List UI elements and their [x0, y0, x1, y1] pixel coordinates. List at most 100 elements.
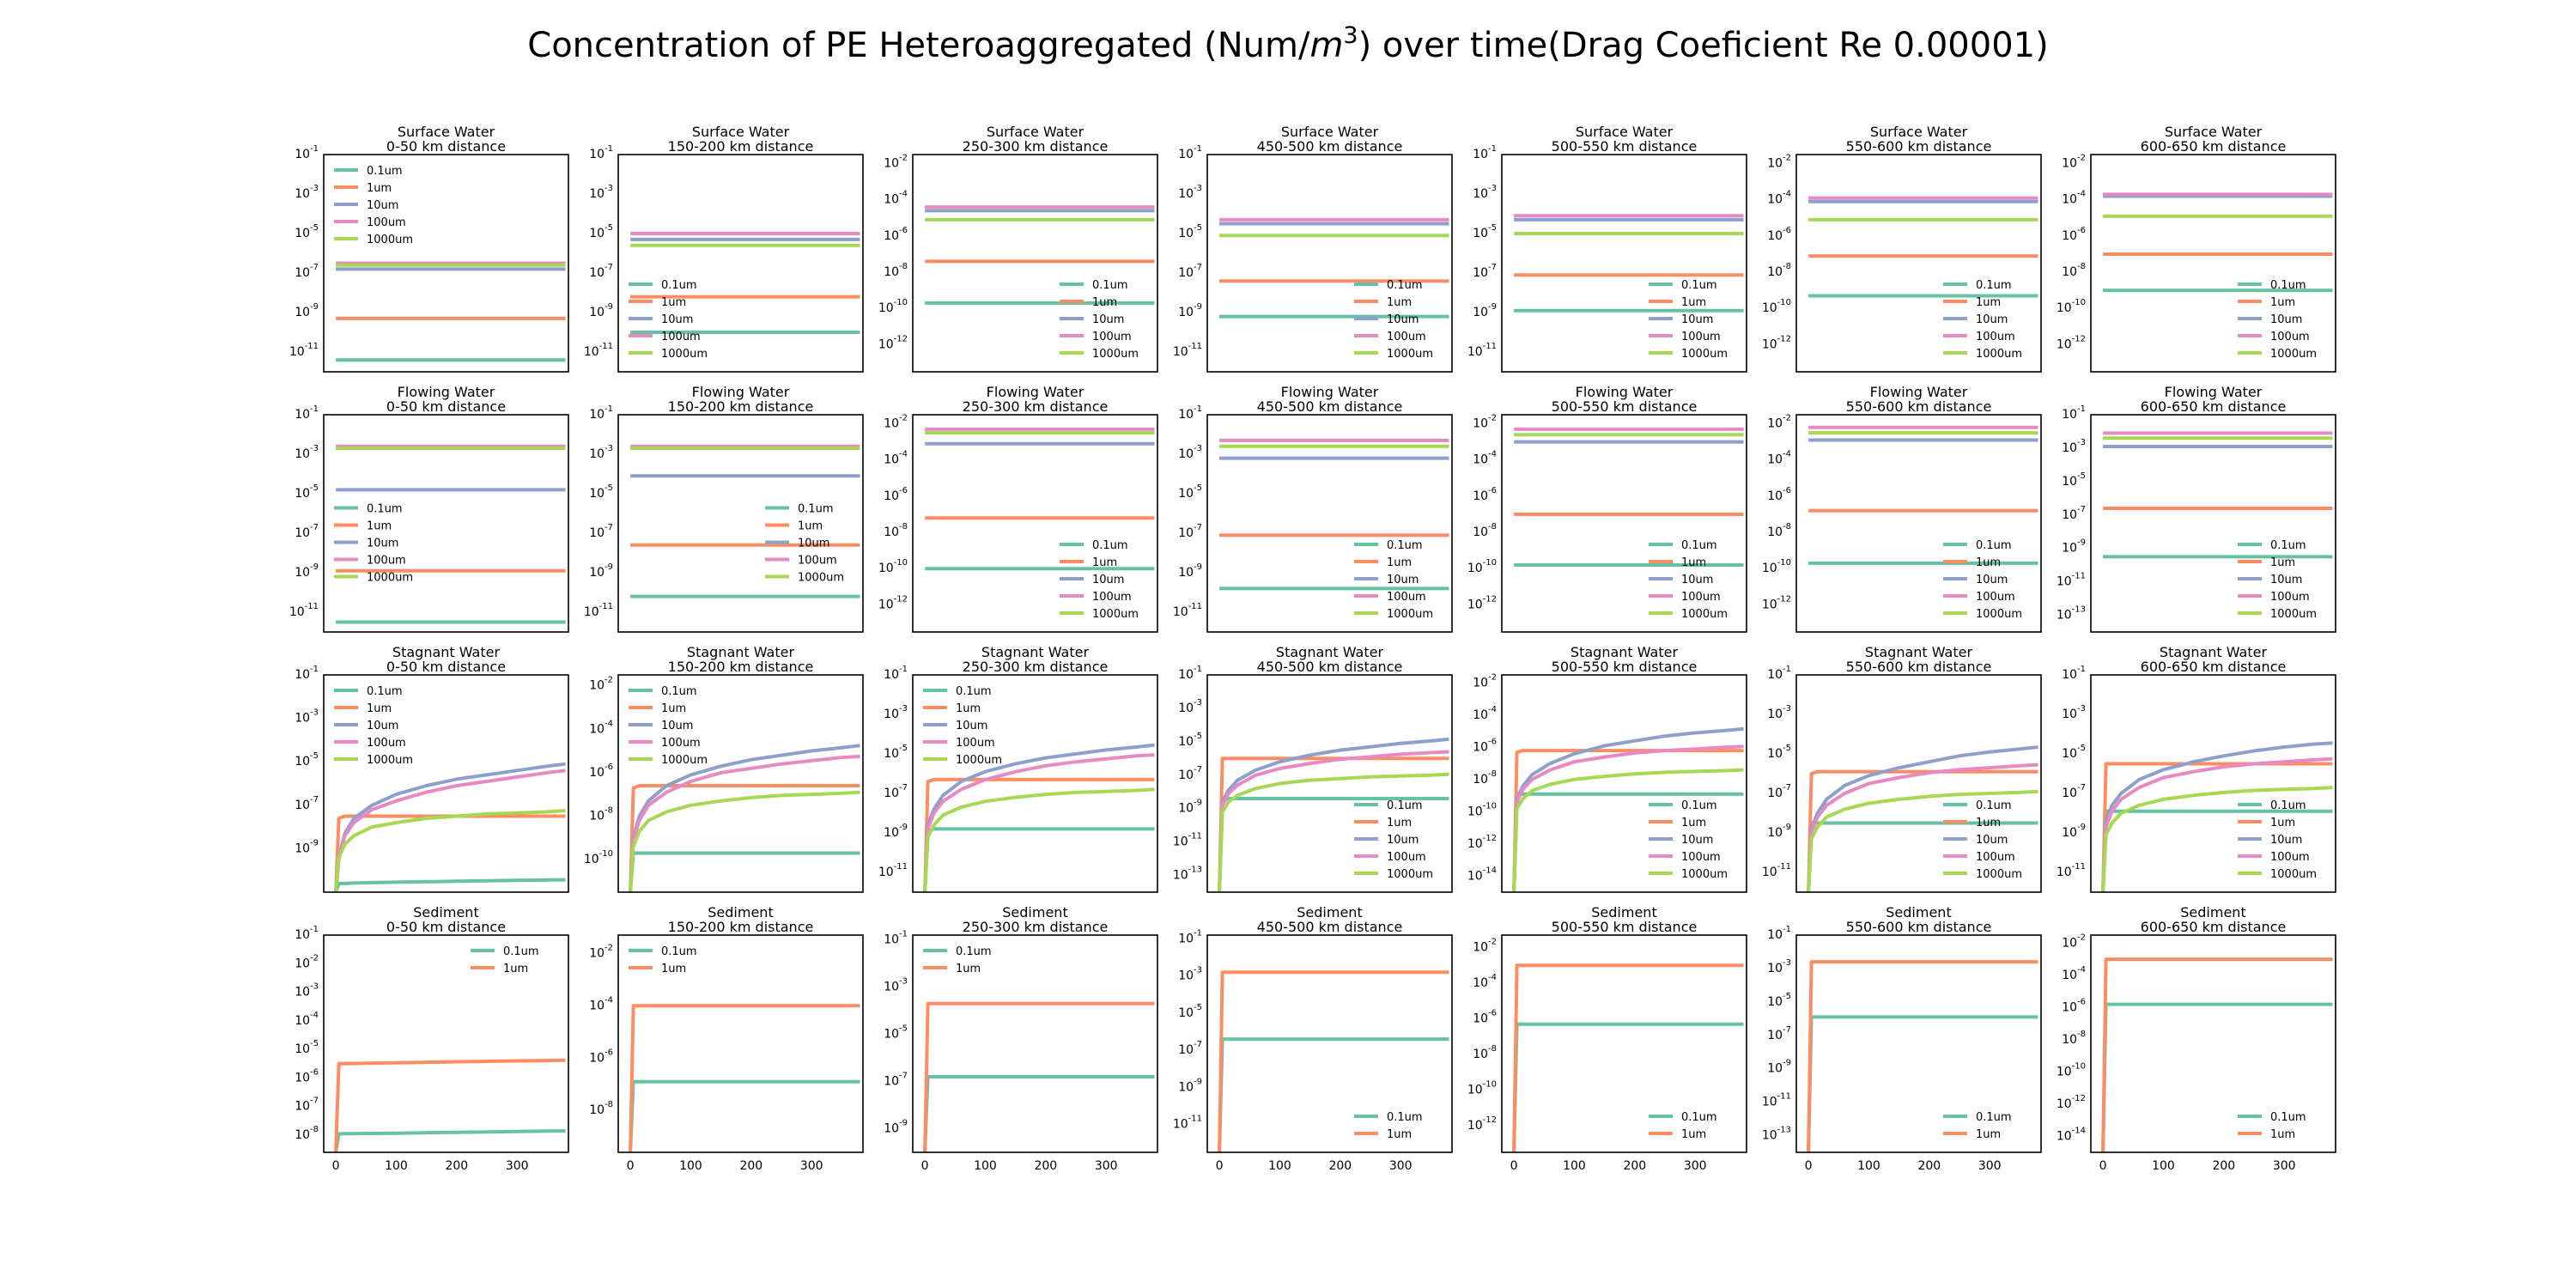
- legend-label: 100um: [1092, 591, 1132, 604]
- y-tick-label: 10-8: [589, 805, 613, 823]
- legend: 0.1um 1um: [471, 945, 539, 975]
- y-tick-label: 10-7: [2062, 505, 2086, 522]
- axes-frame: [617, 674, 864, 893]
- legend: 0.1um 1um: [1649, 1111, 1717, 1141]
- series-line-0.1um: [2101, 1002, 2333, 1152]
- y-tick-label: 10-5: [589, 483, 613, 501]
- figure-title-post: ) over time(Drag Coeficient Re 0.00001): [1358, 26, 2049, 65]
- legend-label: 10um: [367, 720, 398, 732]
- subplot-subtitle: 450-500 km distance: [1257, 919, 1403, 935]
- y-tick-label: 10-1: [1178, 665, 1202, 682]
- axes-frame: [323, 674, 569, 893]
- legend-label: 1um: [956, 702, 981, 715]
- legend: 0.1um 1um 10um 100um 1000um: [629, 279, 708, 361]
- series-line-1um: [2101, 957, 2333, 1152]
- legend-label: 1um: [1387, 817, 1412, 829]
- x-tick-label: 0: [332, 1159, 340, 1173]
- series-group: [923, 1001, 1155, 1152]
- subplot-subtitle: 150-200 km distance: [668, 398, 814, 415]
- legend: 0.1um 1um 10um 100um 1000um: [2238, 279, 2317, 361]
- legend-label: 100um: [1976, 331, 2015, 343]
- y-tick-label: 10-11: [584, 602, 613, 619]
- axes-frame: [1501, 154, 1747, 373]
- x-tick-label: 100: [974, 1159, 997, 1173]
- legend-label: 1000um: [1387, 608, 1433, 621]
- subplot-title: Surface Water: [1870, 124, 1968, 140]
- legend-label: 0.1um: [798, 503, 834, 516]
- legend: 0.1um 1um 10um 100um 1000um: [334, 685, 413, 767]
- x-tick-label: 0: [921, 1159, 929, 1173]
- series-line-0.1um: [923, 827, 1155, 892]
- legend: 0.1um 1um 10um 100um 1000um: [1649, 539, 1728, 621]
- y-tick-label: 10-7: [295, 795, 319, 812]
- legend-label: 1000um: [661, 348, 708, 361]
- y-tick-label: 10-11: [1762, 1092, 1791, 1109]
- subplot-subtitle: 150-200 km distance: [668, 659, 814, 675]
- legend: 0.1um 1um: [1943, 1111, 2012, 1141]
- axes-frame: [323, 934, 569, 1153]
- legend-label: 0.1um: [367, 165, 403, 178]
- legend-label: 1um: [2270, 1128, 2295, 1141]
- series-group: [1218, 970, 1449, 1152]
- legend-label: 100um: [2270, 851, 2310, 864]
- legend-label: 0.1um: [1976, 279, 2012, 292]
- legend-label: 0.1um: [2270, 279, 2306, 292]
- series-line-1um: [2101, 762, 2333, 892]
- series-line-1um: [1512, 963, 1744, 1152]
- legend-label: 0.1um: [1387, 1111, 1423, 1124]
- subplot-subtitle: 550-600 km distance: [1846, 398, 1992, 415]
- y-tick-label: 10-2: [884, 414, 908, 431]
- series-line-0.1um: [629, 1079, 860, 1152]
- subplot-subtitle: 0-50 km distance: [386, 138, 506, 155]
- series-group: [1808, 196, 2038, 298]
- y-tick-label: 10-2: [295, 953, 319, 970]
- y-tick-label: 10-5: [295, 1039, 319, 1056]
- y-tick-label: 10-7: [884, 783, 908, 800]
- legend-label: 100um: [1387, 331, 1426, 343]
- y-tick-label: 10-7: [589, 523, 613, 540]
- series-group: [1514, 427, 1744, 567]
- legend-label: 1um: [367, 520, 392, 533]
- subplot-subtitle: 450-500 km distance: [1257, 398, 1403, 415]
- axes-frame: [912, 154, 1158, 373]
- legend-label: 0.1um: [503, 945, 539, 958]
- y-tick-label: 10-6: [589, 762, 613, 780]
- subplot-subtitle: 150-200 km distance: [668, 919, 814, 935]
- y-tick-label: 10-4: [295, 1011, 319, 1028]
- subplot-grid: Surface Water 0-50 km distance 10-11 10-9 10…: [289, 124, 2336, 1173]
- legend-label: 1um: [1976, 1128, 2001, 1141]
- y-tick-label: 10-11: [1467, 342, 1497, 359]
- legend-label: 10um: [1976, 574, 2008, 586]
- legend: 0.1um 1um 10um 100um 1000um: [1354, 539, 1433, 621]
- legend: 0.1um 1um 10um 100um 1000um: [1943, 279, 2022, 361]
- y-tick-label: 10-3: [295, 708, 319, 726]
- legend-label: 1um: [367, 182, 392, 195]
- y-tick-label: 10-6: [1473, 737, 1497, 754]
- legend-label: 1um: [1976, 296, 2001, 309]
- y-tick-label: 10-5: [589, 223, 613, 240]
- y-tick-label: 10-11: [289, 602, 319, 619]
- y-tick-label: 10-3: [295, 982, 319, 999]
- y-tick-label: 10-5: [295, 483, 319, 501]
- series-group: [923, 743, 1155, 892]
- y-tick-label: 10-14: [2057, 1126, 2086, 1143]
- y-tick-label: 10-8: [2062, 1030, 2086, 1047]
- y-tick-label: 10-9: [295, 838, 319, 855]
- x-tick-label: 0: [1805, 1159, 1813, 1173]
- subplot-title: Sediment: [413, 904, 478, 920]
- series-line-100um: [1807, 762, 2038, 892]
- subplot-title: Flowing Water: [1870, 384, 1968, 400]
- legend: 0.1um 1um 10um 100um 1000um: [1943, 539, 2022, 621]
- subplot-subtitle: 0-50 km distance: [386, 659, 506, 675]
- y-tick-label: 10-6: [1767, 486, 1791, 503]
- y-tick-label: 10-13: [1762, 1126, 1791, 1143]
- series-line-1um: [629, 1004, 860, 1152]
- x-tick-label: 100: [385, 1159, 408, 1173]
